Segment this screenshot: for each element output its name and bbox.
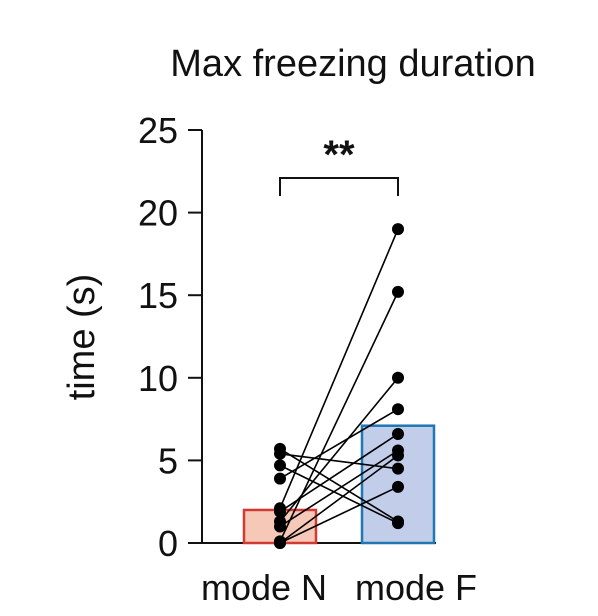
y-tick-label: 0 (158, 523, 178, 564)
point-mode-n (274, 447, 286, 460)
point-mode-f (392, 403, 404, 416)
point-mode-n (274, 472, 286, 485)
significance-bracket: ** (279, 133, 399, 196)
pair-line (279, 228, 399, 509)
point-mode-n (274, 505, 286, 518)
pair-line (279, 464, 399, 524)
y-tick-label: 10 (138, 358, 178, 399)
point-mode-f (392, 462, 404, 475)
x-axis-categories: mode N mode F (201, 567, 477, 608)
point-mode-f (392, 449, 404, 462)
pair-line (279, 377, 399, 523)
chart-title: Max freezing duration (170, 43, 535, 85)
point-mode-n (274, 459, 286, 472)
point-mode-f (392, 480, 404, 493)
point-mode-n (274, 537, 286, 549)
pair-line (279, 408, 399, 480)
data-points (274, 223, 404, 549)
y-tick-label: 20 (138, 193, 178, 234)
point-mode-f (392, 371, 404, 384)
y-tick-label: 5 (158, 440, 178, 481)
pair-line (279, 454, 399, 544)
y-axis-label: time (s) (61, 274, 103, 401)
pair-line (279, 291, 399, 542)
x-category-label: mode N (201, 567, 327, 608)
point-mode-f (392, 427, 404, 440)
x-category-label: mode F (355, 567, 477, 608)
y-tick-label: 15 (138, 275, 178, 316)
y-axis: 0 5 10 15 20 25 (138, 110, 436, 564)
point-mode-f (392, 285, 404, 298)
point-mode-f (392, 517, 404, 530)
pair-line (279, 486, 399, 544)
pair-line (279, 452, 399, 470)
point-mode-n (274, 520, 286, 533)
pair-line (279, 449, 399, 528)
point-mode-f (392, 223, 404, 236)
y-tick-label: 25 (138, 110, 178, 151)
significance-label: ** (323, 133, 355, 177)
bracket-line (279, 177, 399, 196)
paired-lines (279, 228, 399, 544)
